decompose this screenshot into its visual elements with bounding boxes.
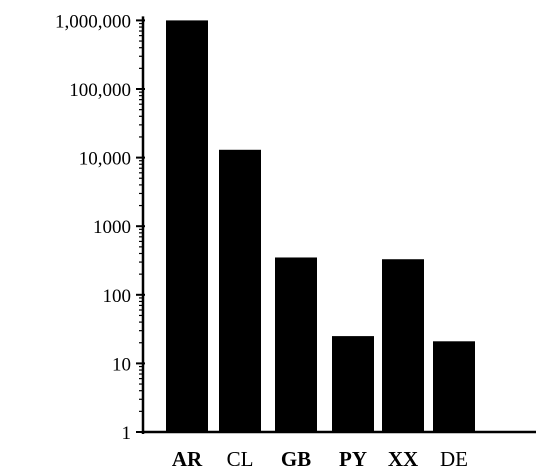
y-tick-label: 100,000	[69, 80, 131, 101]
y-tick-label: 10,000	[79, 149, 131, 170]
bar-cl	[219, 149, 261, 432]
bar-xx	[382, 259, 424, 432]
x-category-label: XX	[388, 447, 418, 471]
y-tick-label: 1	[122, 423, 132, 444]
x-category-label: PY	[339, 447, 367, 471]
y-tick-label: 10	[112, 354, 131, 375]
bar-gb	[275, 257, 317, 432]
bar-de	[433, 341, 475, 432]
x-category-label: DE	[440, 447, 468, 471]
y-tick-label: 1,000,000	[55, 11, 131, 32]
bar-ar	[166, 20, 208, 433]
y-axis-ticks: 1 10 100 1000 10,000 100,000 1,000,000	[55, 11, 145, 444]
bar-py	[332, 336, 374, 432]
y-tick-label: 1000	[93, 217, 131, 238]
x-category-label: GB	[281, 447, 311, 471]
y-tick-label: 100	[103, 286, 132, 307]
x-axis-labels: AR CL GB PY XX DE	[172, 447, 468, 471]
bars	[166, 20, 475, 433]
x-category-label: AR	[172, 447, 203, 471]
x-category-label: CL	[227, 447, 254, 471]
